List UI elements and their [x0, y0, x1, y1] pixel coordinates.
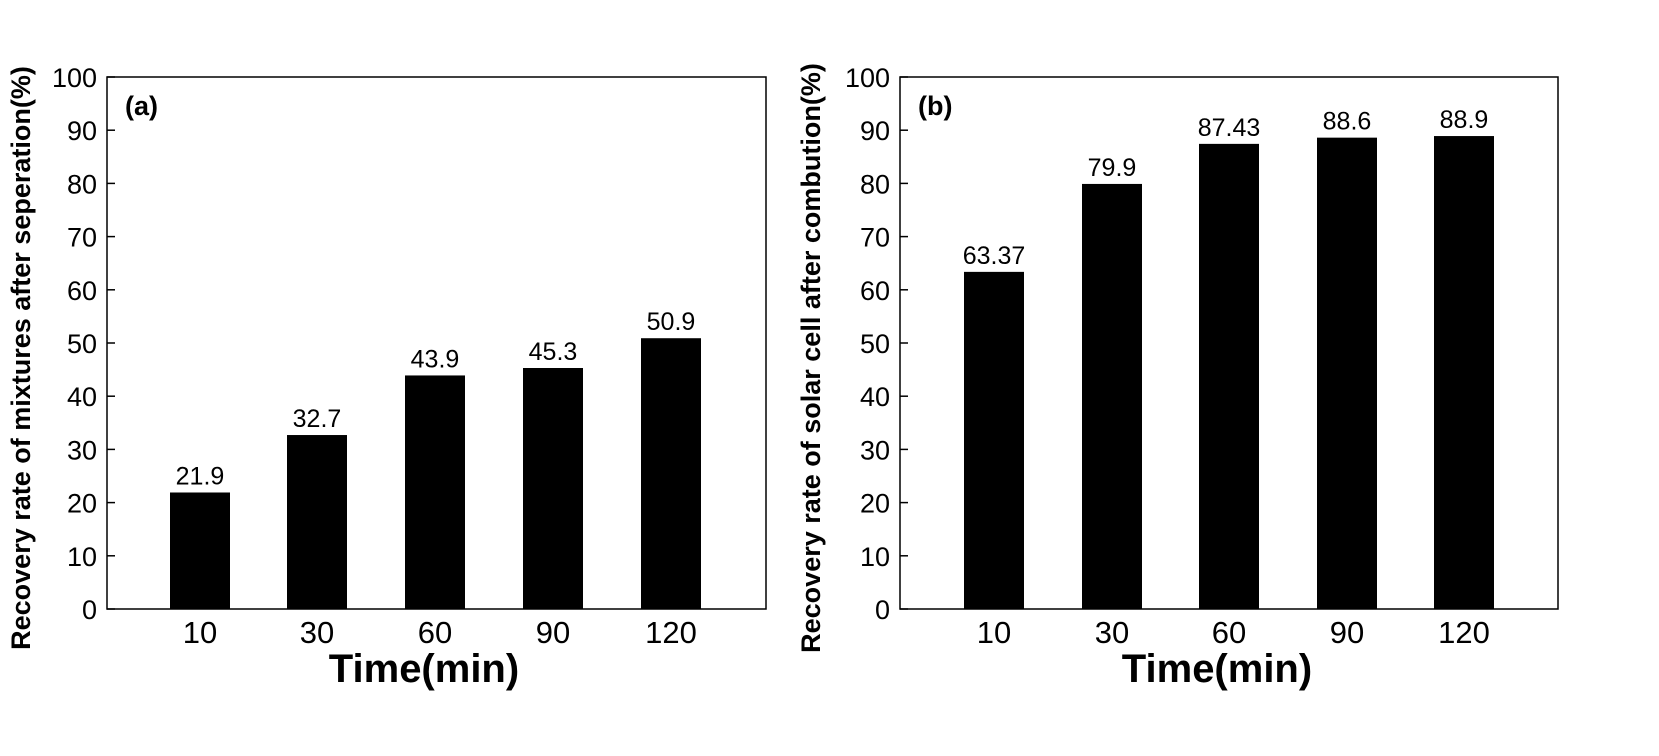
- data-label-60: 87.43: [1198, 114, 1261, 142]
- y-tick-label: 40: [860, 382, 890, 412]
- y-tick-label: 50: [67, 329, 97, 359]
- x-tick-label: 10: [977, 615, 1011, 650]
- data-label-90: 88.6: [1323, 108, 1372, 136]
- data-label-10: 21.9: [176, 462, 225, 490]
- y-tick-label: 90: [860, 116, 890, 146]
- x-tick-label: 60: [418, 615, 452, 650]
- x-axis-title: Time(min): [329, 647, 519, 691]
- x-tick-label: 30: [300, 615, 334, 650]
- bar-90: [1317, 137, 1377, 609]
- x-tick-label: 120: [645, 615, 697, 650]
- y-tick-label: 30: [860, 435, 890, 465]
- y-tick-label: 70: [860, 223, 890, 253]
- data-label-10: 63.37: [963, 242, 1026, 270]
- data-label-30: 32.7: [293, 405, 342, 433]
- bar-90: [523, 368, 583, 609]
- bar-10: [170, 492, 230, 609]
- y-axis-title: Recovery rate of solar cell after combut…: [796, 63, 826, 653]
- y-tick-label: 80: [67, 169, 97, 199]
- x-tick-label: 60: [1212, 615, 1246, 650]
- data-label-30: 79.9: [1088, 154, 1137, 182]
- y-tick-label: 60: [860, 276, 890, 306]
- y-tick-label: 30: [67, 435, 97, 465]
- x-axis-title: Time(min): [1122, 647, 1312, 691]
- data-label-60: 43.9: [411, 345, 460, 373]
- data-label-90: 45.3: [529, 338, 578, 366]
- x-tick-label: 90: [1330, 615, 1364, 650]
- x-tick-label: 30: [1095, 615, 1129, 650]
- x-tick-label: 120: [1438, 615, 1490, 650]
- bar-120: [1434, 136, 1494, 609]
- y-tick-label: 20: [67, 489, 97, 519]
- y-tick-label: 80: [860, 169, 890, 199]
- y-tick-label: 60: [67, 276, 97, 306]
- bar-120: [641, 338, 701, 609]
- y-tick-label: 50: [860, 329, 890, 359]
- bar-60: [405, 375, 465, 609]
- x-tick-label: 10: [183, 615, 217, 650]
- y-tick-label: 90: [67, 116, 97, 146]
- data-label-120: 88.9: [1440, 106, 1489, 134]
- x-tick-label: 90: [536, 615, 570, 650]
- chart-panel-b: 63.37 79.9 87.43 88.6 88.9 0 10 20 30 40 50 60 70 80 9…: [796, 63, 1559, 691]
- bar-30: [1082, 183, 1142, 609]
- data-label-120: 50.9: [647, 308, 696, 336]
- y-tick-label: 0: [82, 595, 97, 625]
- bar-10: [964, 271, 1024, 609]
- y-tick-label: 100: [845, 63, 890, 93]
- panel-label: (a): [125, 91, 158, 121]
- y-tick-label: 100: [52, 63, 97, 93]
- bar-30: [287, 435, 347, 609]
- y-tick-label: 10: [860, 542, 890, 572]
- panel-label: (b): [918, 91, 952, 121]
- y-tick-label: 40: [67, 382, 97, 412]
- chart-panel-a: 21.9 32.7 43.9 45.3 50.9 0 10 20 30 40 50 60 70 80 90 1…: [6, 63, 767, 691]
- y-tick-label: 20: [860, 489, 890, 519]
- y-tick-label: 70: [67, 223, 97, 253]
- y-axis-title: Recovery rate of mixtures after seperati…: [6, 66, 36, 650]
- y-tick-label: 0: [875, 595, 890, 625]
- bar-60: [1199, 143, 1259, 609]
- y-tick-label: 10: [67, 542, 97, 572]
